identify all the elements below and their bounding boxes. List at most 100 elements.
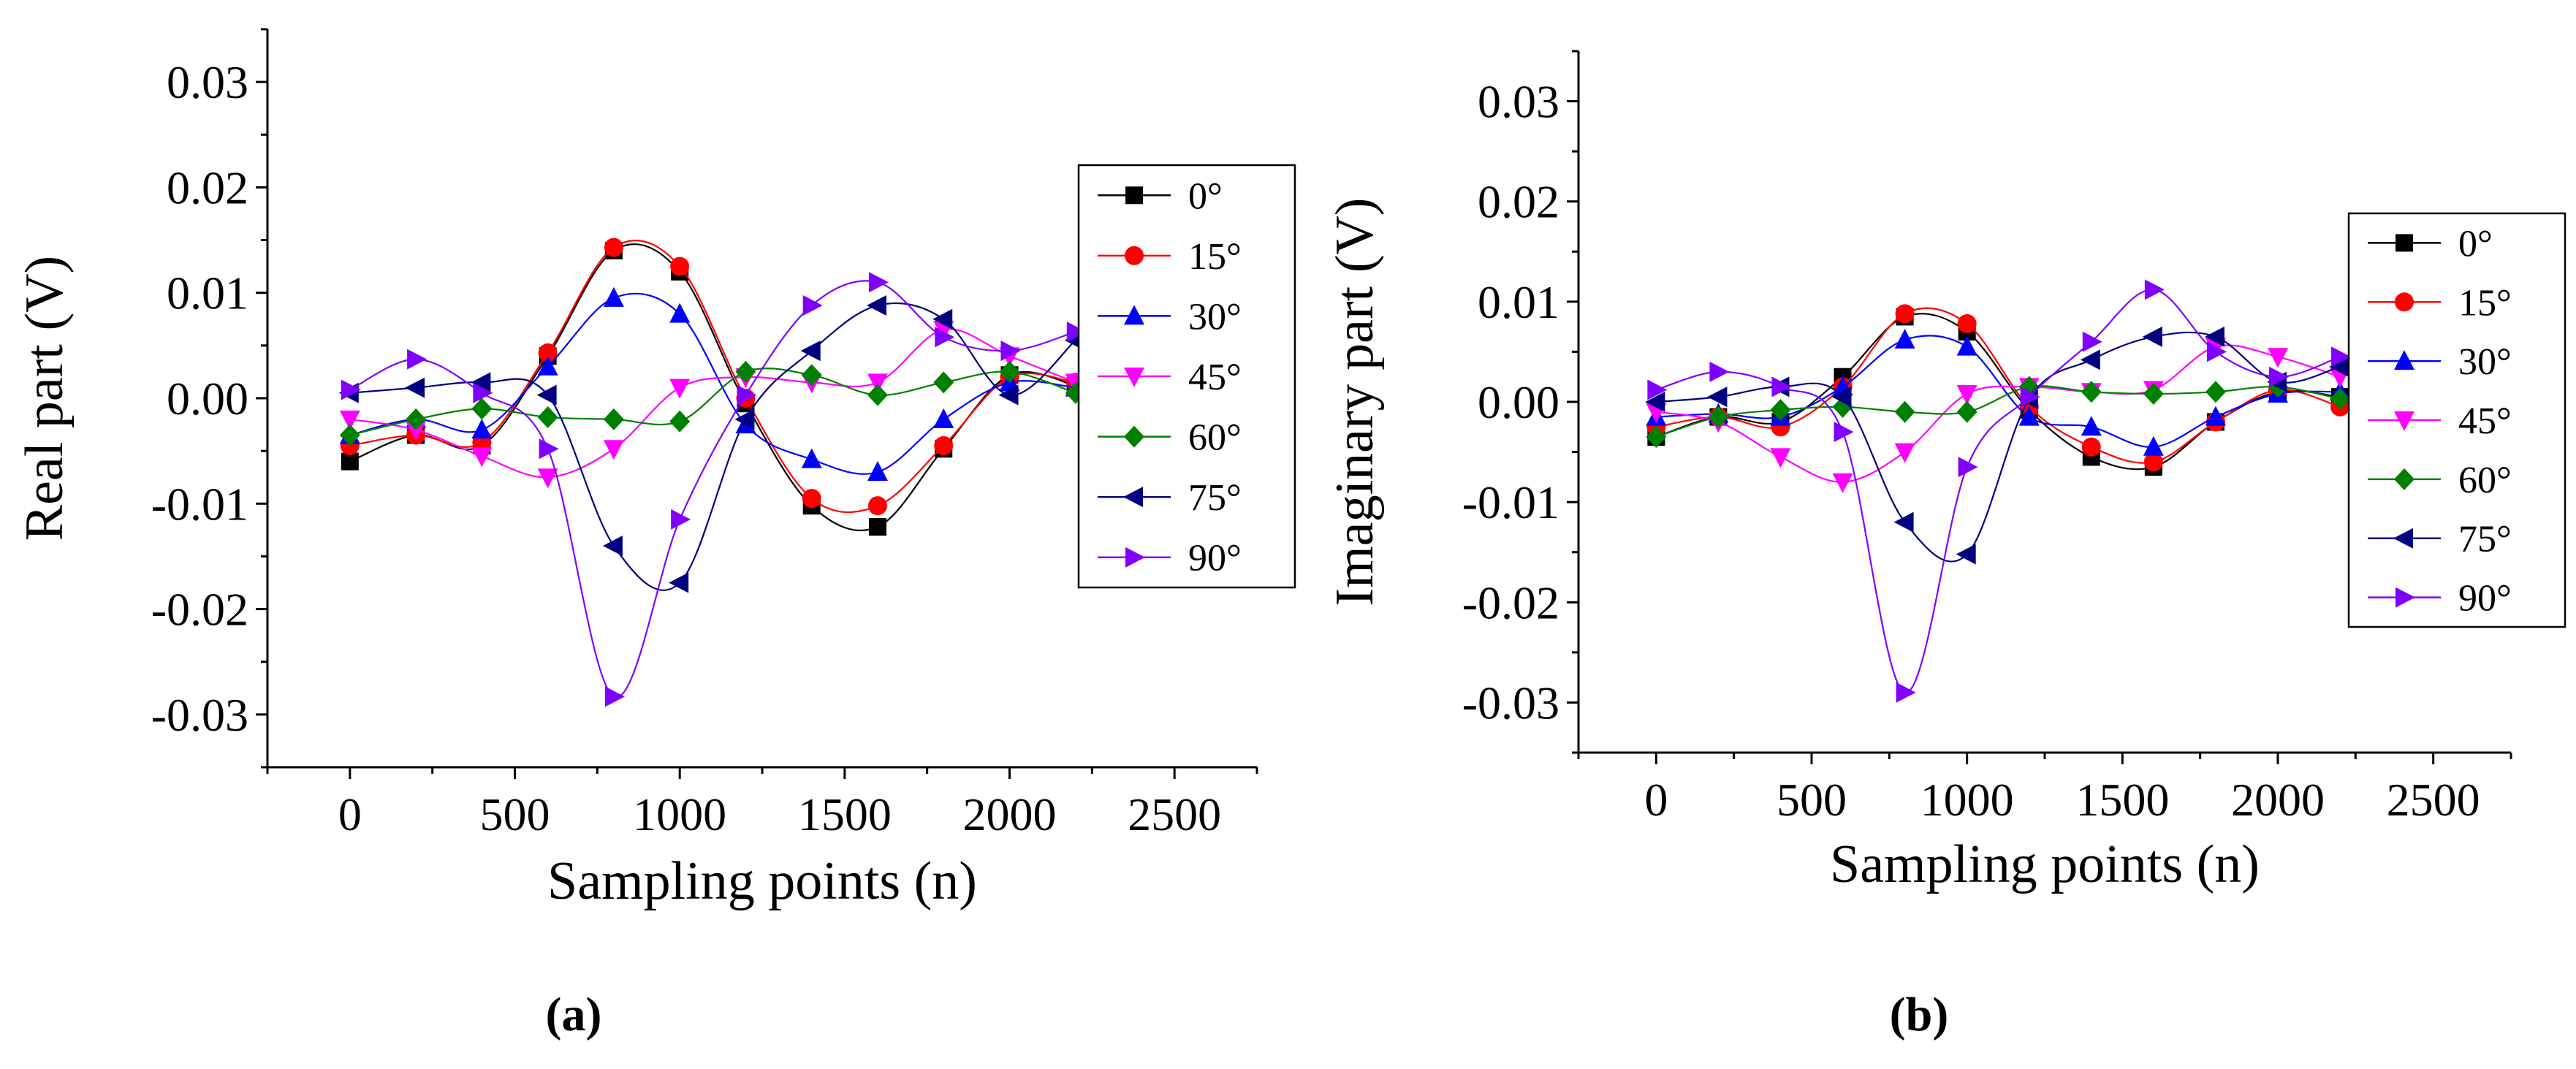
panel-label: (b) <box>1890 988 1949 1041</box>
data-point <box>1000 341 1021 362</box>
legend-marker <box>2394 350 2414 370</box>
data-point <box>1957 314 1977 334</box>
data-point <box>2142 326 2162 347</box>
data-point <box>932 308 953 330</box>
legend-marker <box>1125 246 1144 265</box>
data-point <box>735 360 756 383</box>
x-axis-label: Sampling points (n) <box>1830 834 2260 894</box>
y-tick-label: -0.02 <box>151 584 248 636</box>
series-line <box>1655 313 2341 471</box>
x-tick-label: 1500 <box>2075 774 2169 826</box>
y-tick-label: 0.02 <box>167 161 248 213</box>
y-tick-label: -0.03 <box>1462 677 1559 728</box>
data-point <box>801 364 822 387</box>
data-point <box>1894 400 1915 423</box>
legend-entry: 90° <box>1098 538 1242 579</box>
legend-entry: 45° <box>1098 357 1242 398</box>
y-tick-label: 0.03 <box>1478 76 1559 128</box>
legend: 0° 15° 30° 45° 60° 75° 90° <box>1077 164 1296 589</box>
legend-label: 60° <box>1188 417 1242 459</box>
data-point <box>935 327 955 348</box>
legend-label: 45° <box>2458 400 2512 442</box>
data-point <box>1956 335 1977 356</box>
data-point <box>473 382 493 403</box>
legend-marker <box>2395 587 2415 608</box>
data-point <box>866 295 886 316</box>
data-point <box>2330 387 2351 410</box>
data-point <box>1956 544 1976 565</box>
legend-label: 60° <box>2458 460 2512 501</box>
series-0 <box>1647 308 2349 476</box>
legend-label: 75° <box>2458 519 2512 560</box>
data-point <box>2205 381 2226 403</box>
data-point <box>1894 443 1915 463</box>
legend-marker <box>2394 411 2414 431</box>
data-point <box>1831 387 1852 408</box>
legend-entry: 60° <box>1098 417 1242 459</box>
data-point <box>341 452 359 471</box>
y-axis-label: Imaginary part (V) <box>1325 198 1385 606</box>
data-point <box>537 355 558 376</box>
data-point <box>1956 400 1977 423</box>
y-tick-label: -0.02 <box>1462 577 1559 628</box>
data-point <box>2081 381 2102 403</box>
y-tick-label: 0.00 <box>1478 376 1559 428</box>
y-tick-label: 0.02 <box>1478 176 1559 228</box>
data-point <box>934 435 954 455</box>
data-point <box>2080 349 2100 370</box>
data-point <box>999 360 1020 383</box>
series-4 <box>339 360 1086 446</box>
x-tick-label: 500 <box>1777 774 1847 826</box>
legend-label: 0° <box>1188 175 1223 217</box>
series-1 <box>1646 304 2350 472</box>
y-axis-label: Real part (V) <box>15 256 75 541</box>
data-point <box>671 509 691 530</box>
data-point <box>2269 366 2289 387</box>
x-tick-label: 1000 <box>633 788 726 840</box>
x-tick-label: 1500 <box>798 788 892 840</box>
legend-entry: 30° <box>1098 296 1242 338</box>
y-tick-label: -0.01 <box>1462 476 1559 528</box>
legend-label: 30° <box>2458 341 2512 383</box>
legend: 0° 15° 30° 45° 60° 75° 90° <box>2347 212 2566 628</box>
legend-marker <box>2395 292 2414 312</box>
legend-label: 45° <box>1188 357 1242 398</box>
legend-entry: 75° <box>2368 519 2512 560</box>
data-point <box>603 408 624 430</box>
legend-label: 15° <box>1188 236 1242 278</box>
data-point <box>802 295 823 316</box>
legend-entry: 60° <box>2368 460 2512 501</box>
legend-marker <box>1125 186 1143 205</box>
data-point <box>2144 279 2165 300</box>
data-point <box>933 408 954 428</box>
series-6 <box>1647 279 2352 703</box>
data-point <box>2081 416 2102 436</box>
series-line <box>1656 331 2341 563</box>
legend-label: 15° <box>2458 282 2512 324</box>
data-point <box>670 256 690 276</box>
data-point <box>1834 422 1854 443</box>
data-point <box>867 384 888 406</box>
legend-entry: 45° <box>2368 400 2512 442</box>
data-point <box>1770 398 1791 421</box>
data-point <box>802 489 821 509</box>
data-point <box>341 379 361 400</box>
data-point <box>1832 473 1853 493</box>
legend-marker <box>1123 487 1143 508</box>
series-line <box>1655 385 2341 438</box>
data-point <box>339 410 360 430</box>
data-point <box>867 461 888 481</box>
data-point <box>998 384 1019 406</box>
data-point <box>1956 385 1977 406</box>
data-point <box>867 373 888 394</box>
data-point <box>2018 406 2040 426</box>
legend-marker <box>2395 234 2413 252</box>
data-point <box>2143 452 2163 472</box>
legend-entry: 0° <box>2368 223 2493 265</box>
chart-panel-0: -0.03 -0.02 -0.01 0.00 0.01 0.02 0.03 0 500 1000 1… <box>15 28 1296 1041</box>
series-0 <box>341 242 1084 536</box>
data-point <box>604 237 623 257</box>
x-tick-label: 0 <box>1644 774 1668 826</box>
data-point <box>406 408 427 430</box>
